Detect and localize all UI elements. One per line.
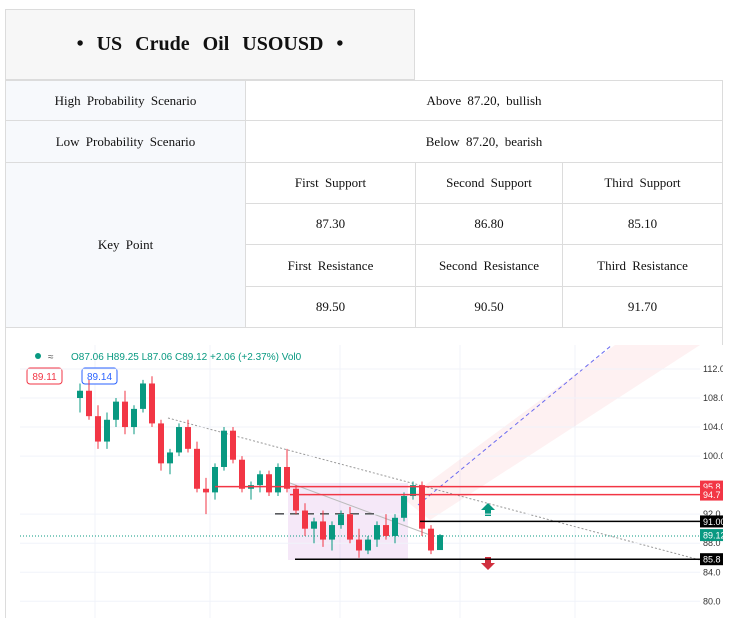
candle-body: [284, 466, 290, 489]
ask-box: [81, 367, 118, 385]
candle-body: [347, 514, 353, 540]
ohlc-legend: O87.06 H89.25 L87.06 C89.12 +2.06 (+2.37…: [71, 352, 302, 363]
level-tag: [700, 553, 723, 566]
candle-body: [158, 423, 164, 464]
candle-body: [185, 427, 191, 449]
candle-body: [275, 466, 281, 493]
candle-body: [410, 485, 416, 497]
candle-body: [302, 510, 308, 529]
candle-body: [122, 401, 128, 428]
candle-body: [95, 416, 101, 442]
candle-body: [203, 488, 209, 493]
candle-body: [140, 383, 146, 409]
candle-body: [374, 525, 380, 540]
channel: [405, 345, 700, 520]
candle-body: [86, 390, 92, 417]
candle-body: [104, 419, 110, 442]
candle-body: [320, 521, 326, 540]
candle-body: [257, 474, 263, 486]
candle-body: [293, 488, 299, 511]
bid-box: [26, 367, 63, 385]
candle-body: [239, 459, 245, 489]
candle-body: [392, 517, 398, 536]
y-tick-label: 100.0: [703, 451, 726, 461]
y-tick-label: 104.0: [703, 422, 726, 432]
level-tag: [700, 488, 723, 501]
candle-body: [419, 485, 425, 529]
candle-body: [149, 383, 155, 424]
bid: 89.11: [32, 372, 57, 383]
candle-body: [365, 539, 371, 551]
candle-body: [356, 539, 362, 551]
cell: Key Point: [5, 162, 246, 328]
candle-body: [221, 430, 227, 467]
y-tick-label: 108.0: [703, 393, 726, 403]
level-label: 95.8: [703, 482, 721, 492]
title: • US Crude Oil USOUSD •: [5, 9, 415, 80]
y-tick-label: 92.0: [703, 509, 721, 519]
down-arrow: [481, 557, 495, 570]
level-label: 85.8: [703, 555, 721, 565]
candle-body: [77, 390, 83, 399]
status-dot: [35, 353, 41, 359]
candle-body: [383, 525, 389, 536]
y-tick-label: 80.0: [703, 596, 721, 606]
candle-body: [329, 525, 335, 540]
candle-body: [230, 430, 236, 460]
icon: ≈: [48, 352, 54, 363]
y-tick-label: 84.0: [703, 567, 721, 577]
candle-body: [212, 466, 218, 493]
level-label: 94.7: [703, 490, 721, 500]
candle-body: [194, 448, 200, 489]
candle-body: [428, 528, 434, 551]
up-arrow: [481, 503, 495, 516]
y-tick-label: 88.0: [703, 538, 721, 548]
candle-body: [131, 408, 137, 428]
candle-body: [401, 496, 407, 518]
candle-body: [167, 452, 173, 464]
ask: 89.14: [87, 372, 112, 383]
candle-body: [311, 521, 317, 529]
level-tag: [700, 529, 723, 542]
y-tick-label: 112.0: [703, 364, 725, 374]
level-tag: [700, 515, 723, 528]
candle-body: [266, 474, 272, 493]
candle-body: [338, 514, 344, 526]
cell: Low Probability Scenario: [5, 120, 246, 163]
level-label: 89.12: [703, 531, 726, 541]
candle-body: [176, 427, 182, 453]
candle-body: [437, 535, 443, 551]
level-label: 91.00: [703, 517, 726, 527]
candle-body: [113, 401, 119, 420]
trend-line: [289, 482, 431, 536]
